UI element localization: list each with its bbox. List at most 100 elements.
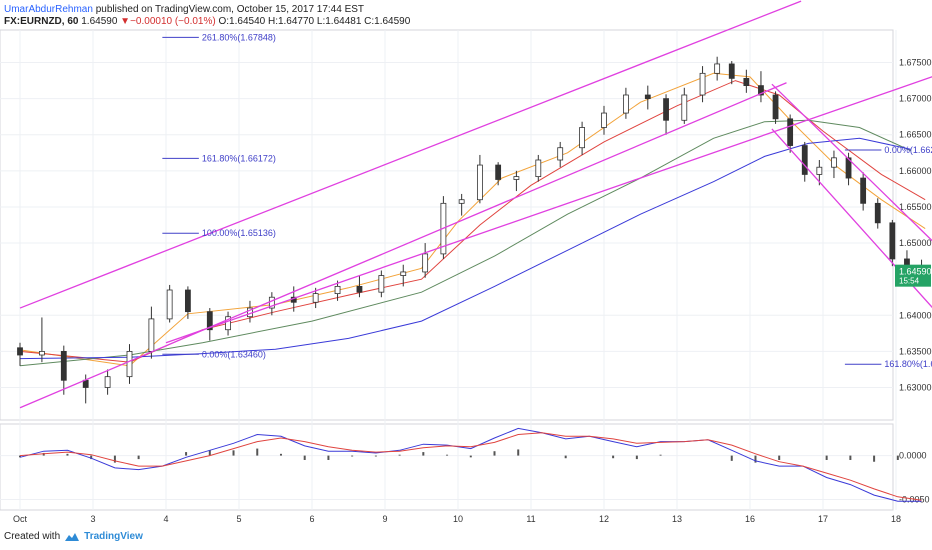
y-tick-label: 1.63000 bbox=[899, 383, 932, 393]
y-tick-label: 1.67000 bbox=[899, 94, 932, 104]
y-tick-label: 1.66500 bbox=[899, 130, 932, 140]
candle-body bbox=[579, 127, 585, 149]
x-tick-label: 12 bbox=[599, 514, 609, 524]
candle-body bbox=[476, 164, 483, 201]
price-badge bbox=[895, 264, 931, 287]
candle-body bbox=[334, 285, 341, 295]
created-with-text: Created with bbox=[4, 531, 61, 542]
publish-info: UmarAbdurRehman published on TradingView… bbox=[4, 4, 364, 15]
fib-level-label: 161.80%(1.63322) bbox=[884, 359, 932, 369]
moving-average-line bbox=[19, 137, 911, 360]
x-tick-label: 9 bbox=[382, 514, 387, 524]
trend-line bbox=[19, 0, 802, 309]
change-arrow-icon: ▼ bbox=[120, 16, 131, 27]
trend-line bbox=[19, 82, 787, 409]
candle-body bbox=[758, 85, 764, 96]
macd-pane bbox=[0, 423, 894, 511]
x-tick-label: 13 bbox=[672, 514, 682, 524]
candle-body bbox=[728, 63, 735, 79]
macd-signal-line bbox=[19, 432, 922, 501]
y-tick-label: 1.63500 bbox=[899, 346, 932, 356]
candle-body bbox=[400, 271, 407, 276]
fib-level-label: 100.00%(1.65136) bbox=[202, 228, 276, 238]
x-tick-label: Oct bbox=[13, 514, 28, 524]
fib-level-label: 161.80%(1.66172) bbox=[202, 153, 276, 163]
symbol-name[interactable]: FX:EURNZD, 60 bbox=[4, 16, 79, 27]
y-tick-label: 1.64000 bbox=[899, 310, 932, 320]
tradingview-link[interactable]: TradingView bbox=[84, 531, 143, 542]
candle-body bbox=[206, 311, 213, 331]
candle-body bbox=[623, 94, 629, 114]
x-tick-label: 3 bbox=[90, 514, 95, 524]
trend-line bbox=[771, 83, 932, 242]
price-badge-value: 1.64590 bbox=[899, 267, 932, 277]
y-tick-label: 1.66000 bbox=[899, 166, 932, 176]
x-tick-label: 16 bbox=[745, 514, 755, 524]
candle-body bbox=[312, 293, 319, 303]
candle-body bbox=[82, 379, 89, 388]
x-tick-label: 10 bbox=[453, 514, 463, 524]
x-tick-label: 4 bbox=[163, 514, 168, 524]
candle-body bbox=[801, 145, 808, 175]
candle-body bbox=[860, 177, 867, 204]
candle-body bbox=[39, 350, 45, 356]
candle-body bbox=[874, 202, 881, 224]
macd-line bbox=[19, 427, 922, 502]
candle-body bbox=[845, 157, 852, 179]
moving-average-line bbox=[19, 72, 926, 367]
candle-body bbox=[557, 147, 564, 161]
candle-body bbox=[17, 347, 23, 356]
candle-body bbox=[772, 94, 779, 120]
x-tick-label: 17 bbox=[818, 514, 828, 524]
footer: Created with TradingView bbox=[4, 531, 143, 542]
candle-body bbox=[681, 94, 688, 121]
candle-body bbox=[184, 289, 191, 313]
candle-body bbox=[422, 253, 429, 273]
candle-body bbox=[889, 222, 896, 260]
candle-body bbox=[535, 159, 542, 178]
y-tick-label: 1.67500 bbox=[899, 58, 932, 68]
candle-body bbox=[104, 376, 111, 388]
candle-body bbox=[495, 164, 502, 180]
candle-body bbox=[60, 350, 67, 381]
candle-body bbox=[458, 199, 465, 204]
candle-body bbox=[644, 94, 651, 100]
last-price: 1.64590 bbox=[81, 16, 118, 27]
candle-body bbox=[601, 112, 607, 128]
x-tick-label: 11 bbox=[526, 514, 535, 524]
author-link[interactable]: UmarAbdurRehman bbox=[4, 4, 93, 15]
fib-level-label: 0.00%(1.66289) bbox=[884, 145, 932, 155]
ohlc-values: O:1.64540 H:1.64770 L:1.64481 C:1.64590 bbox=[218, 16, 411, 27]
candle-body bbox=[356, 285, 363, 293]
candle-body bbox=[513, 176, 520, 180]
trend-line bbox=[165, 76, 932, 344]
candle-body bbox=[663, 98, 669, 121]
candle-body bbox=[787, 118, 794, 146]
macd-tick-label: 0.0000 bbox=[899, 451, 927, 461]
candle-body bbox=[714, 63, 721, 74]
fib-level-label: 261.80%(1.67848) bbox=[202, 32, 276, 42]
y-tick-label: 1.65500 bbox=[899, 202, 932, 212]
candle-body bbox=[126, 350, 133, 378]
x-tick-label: 18 bbox=[891, 514, 901, 524]
tradingview-logo-icon bbox=[65, 532, 80, 541]
candle-body bbox=[378, 275, 385, 293]
candle-body bbox=[816, 166, 823, 175]
candle-body bbox=[148, 318, 155, 352]
price-change: −0.00010 (−0.01%) bbox=[130, 16, 216, 27]
x-tick-label: 5 bbox=[236, 514, 241, 524]
candle-body bbox=[699, 72, 706, 96]
candle-body bbox=[831, 157, 837, 168]
x-tick-label: 6 bbox=[309, 514, 314, 524]
fib-level-label: 0.00%(1.63460) bbox=[202, 349, 266, 359]
published-text: published on TradingView.com, October 15… bbox=[92, 4, 365, 15]
candle-body bbox=[743, 77, 750, 87]
price-badge-time: 15:54 bbox=[899, 277, 920, 286]
symbol-legend: FX:EURNZD, 60 1.64590 ▼−0.00010 (−0.01%)… bbox=[4, 16, 410, 27]
y-tick-label: 1.65000 bbox=[899, 238, 932, 248]
main-pane bbox=[0, 29, 894, 421]
candle-body bbox=[225, 316, 231, 331]
candle-body bbox=[166, 289, 173, 320]
